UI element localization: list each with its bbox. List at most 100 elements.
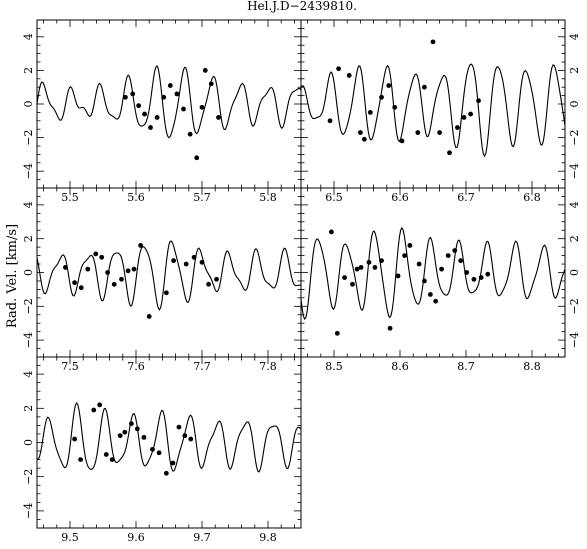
data-point xyxy=(216,115,221,120)
data-point xyxy=(402,253,408,258)
data-point xyxy=(485,271,491,277)
y-tick-label: 0 xyxy=(568,101,581,108)
x-tick-label: 9.8 xyxy=(259,531,277,544)
data-point xyxy=(174,91,180,97)
data-point xyxy=(142,111,147,117)
data-point xyxy=(366,259,372,265)
y-tick-label: −2 xyxy=(568,129,581,145)
data-point xyxy=(99,254,105,260)
data-point xyxy=(167,83,173,88)
data-point xyxy=(199,259,205,265)
y-tick-label: −4 xyxy=(22,163,35,179)
data-point xyxy=(176,424,182,430)
data-point xyxy=(154,115,160,120)
fitted-curve xyxy=(36,64,302,139)
data-point xyxy=(206,281,212,287)
plot-frame xyxy=(36,187,302,358)
data-point xyxy=(194,155,200,161)
data-point xyxy=(468,111,474,117)
y-tick-label: 4 xyxy=(22,33,35,40)
data-point xyxy=(445,253,451,258)
data-point xyxy=(170,460,176,466)
x-tick-label: 5.7 xyxy=(193,191,211,204)
data-point xyxy=(199,104,205,110)
data-point xyxy=(91,407,97,413)
y-tick-label: −2 xyxy=(22,298,35,314)
y-tick-label: −4 xyxy=(568,332,581,348)
data-point xyxy=(386,83,392,88)
x-tick-label: 8.6 xyxy=(391,360,409,373)
data-point xyxy=(342,275,347,280)
data-point xyxy=(141,434,147,440)
x-tick-label: 5.8 xyxy=(259,191,277,204)
data-point xyxy=(399,138,405,144)
fitted-curve xyxy=(300,63,566,158)
x-tick-label: 7.6 xyxy=(127,360,145,373)
data-point xyxy=(430,39,436,45)
data-point xyxy=(97,402,103,408)
x-tick-label: 7.7 xyxy=(193,360,211,373)
data-point xyxy=(439,266,444,272)
data-point xyxy=(150,446,155,452)
x-tick-label: 6.5 xyxy=(325,191,343,204)
data-point xyxy=(379,94,384,100)
data-point xyxy=(214,276,219,282)
data-point xyxy=(188,436,194,442)
x-tick-label: 7.5 xyxy=(61,360,79,373)
y-tick-label: 0 xyxy=(22,101,35,108)
y-tick-label: −4 xyxy=(568,163,581,179)
panel-bottom-left: 9.5 9.6 9.7 9.8 −4 −2 0 2 4 xyxy=(22,356,302,544)
y-tick-label: 4 xyxy=(22,201,35,208)
fitted-curve xyxy=(300,226,566,320)
y-tick-label: 4 xyxy=(22,371,35,378)
data-point xyxy=(85,266,91,272)
panel-top-left: 5.5 5.6 5.7 5.8 −4 −2 0 2 4 xyxy=(22,19,302,204)
y-axis-label: Rad. Vel. [km/s] xyxy=(5,224,20,328)
x-tick-label: 6.7 xyxy=(457,191,475,204)
data-point xyxy=(183,261,189,267)
figure-title: Hel.J.D−2439810. xyxy=(247,0,357,13)
data-point xyxy=(119,276,124,282)
x-tick-label: 6.8 xyxy=(523,191,541,204)
panel-middle-right: 8.5 8.6 8.7 8.8 −4 −2 0 2 4 xyxy=(300,187,581,373)
data-point xyxy=(187,131,193,137)
panel-top-right: 6.5 6.6 6.7 6.8 −4 −2 0 2 4 xyxy=(300,19,581,204)
x-tick-label: 7.8 xyxy=(259,360,277,373)
data-point xyxy=(182,433,188,439)
data-point xyxy=(171,258,177,264)
data-point xyxy=(422,84,427,90)
panel-middle-left: 7.5 7.6 7.7 7.8 −4 −2 0 2 4 xyxy=(22,187,302,373)
x-tick-label: 6.6 xyxy=(391,191,409,204)
data-point xyxy=(422,278,427,284)
data-point xyxy=(208,81,214,87)
data-point xyxy=(109,457,115,462)
data-point xyxy=(407,243,413,248)
data-point xyxy=(163,470,169,476)
y-tick-label: −4 xyxy=(22,503,35,519)
data-point xyxy=(476,98,481,104)
data-point xyxy=(346,73,352,78)
y-tick-label: −2 xyxy=(22,129,35,145)
y-tick-label: −4 xyxy=(22,332,35,348)
data-point xyxy=(136,103,142,109)
x-tick-label: 9.5 xyxy=(61,531,79,544)
data-point xyxy=(148,125,153,130)
data-point xyxy=(105,270,111,275)
data-point xyxy=(156,450,162,456)
data-point xyxy=(134,426,140,432)
data-point xyxy=(358,130,363,135)
data-point xyxy=(146,314,152,319)
data-point xyxy=(128,421,134,427)
data-point xyxy=(181,106,186,112)
y-tick-label: 0 xyxy=(22,439,35,446)
x-tick-label: 9.6 xyxy=(127,531,145,544)
y-tick-label: 4 xyxy=(568,201,581,208)
data-point xyxy=(387,325,393,331)
data-point xyxy=(427,292,433,297)
data-point xyxy=(447,150,452,156)
data-point xyxy=(415,130,421,135)
data-point xyxy=(354,266,360,272)
data-point xyxy=(117,433,123,439)
data-point xyxy=(361,136,367,142)
